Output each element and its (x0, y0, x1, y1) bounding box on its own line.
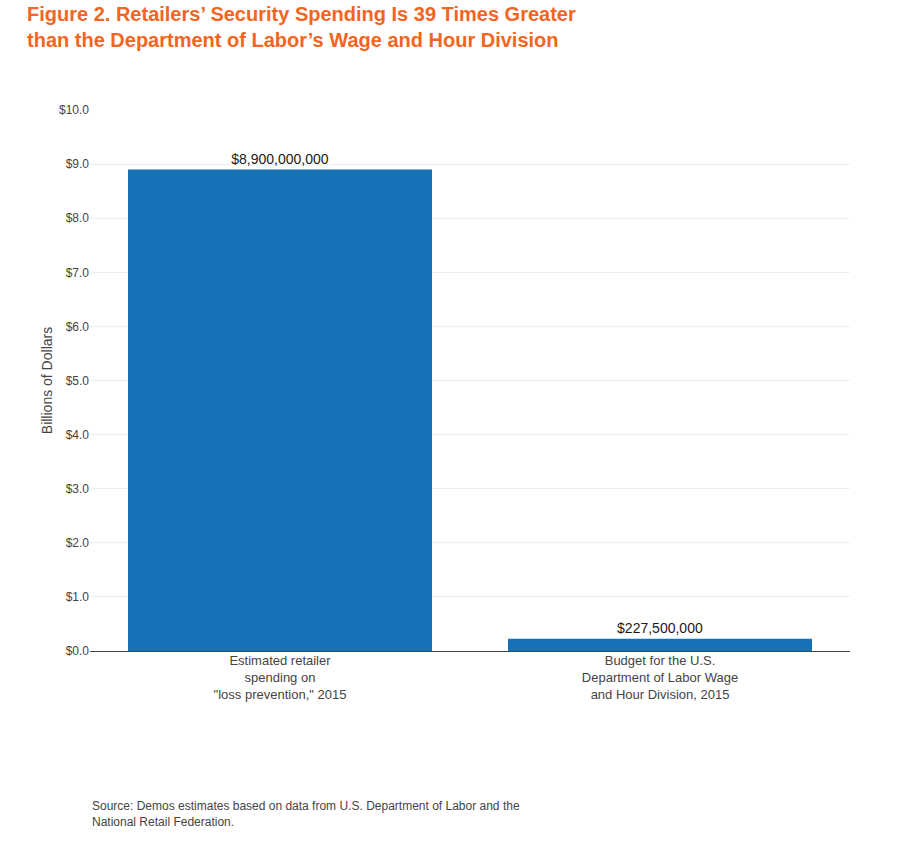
svg-text:$8.0: $8.0 (66, 211, 90, 225)
svg-text:$6.0: $6.0 (66, 320, 90, 334)
svg-text:Billions of Dollars: Billions of Dollars (39, 327, 55, 434)
svg-text:$0.0: $0.0 (66, 644, 90, 658)
svg-text:$3.0: $3.0 (66, 482, 90, 496)
svg-text:Budget for the U.S.Department: Budget for the U.S.Department of Labor W… (582, 653, 738, 702)
svg-text:$1.0: $1.0 (66, 590, 90, 604)
svg-text:$5.0: $5.0 (66, 374, 90, 388)
svg-text:Estimated retailerspending on": Estimated retailerspending on"loss preve… (214, 653, 347, 702)
svg-text:$227,500,000: $227,500,000 (617, 620, 703, 636)
svg-text:$10.0: $10.0 (59, 103, 89, 117)
svg-text:Source: Demos estimates based: Source: Demos estimates based on data fr… (92, 799, 520, 829)
svg-text:$4.0: $4.0 (66, 428, 90, 442)
svg-text:Figure 2. Retailers’ Security: Figure 2. Retailers’ Security Spending I… (27, 3, 576, 51)
svg-text:$9.0: $9.0 (66, 157, 90, 171)
svg-text:$7.0: $7.0 (66, 266, 90, 280)
svg-text:$8,900,000,000: $8,900,000,000 (231, 151, 329, 167)
svg-text:$2.0: $2.0 (66, 536, 90, 550)
